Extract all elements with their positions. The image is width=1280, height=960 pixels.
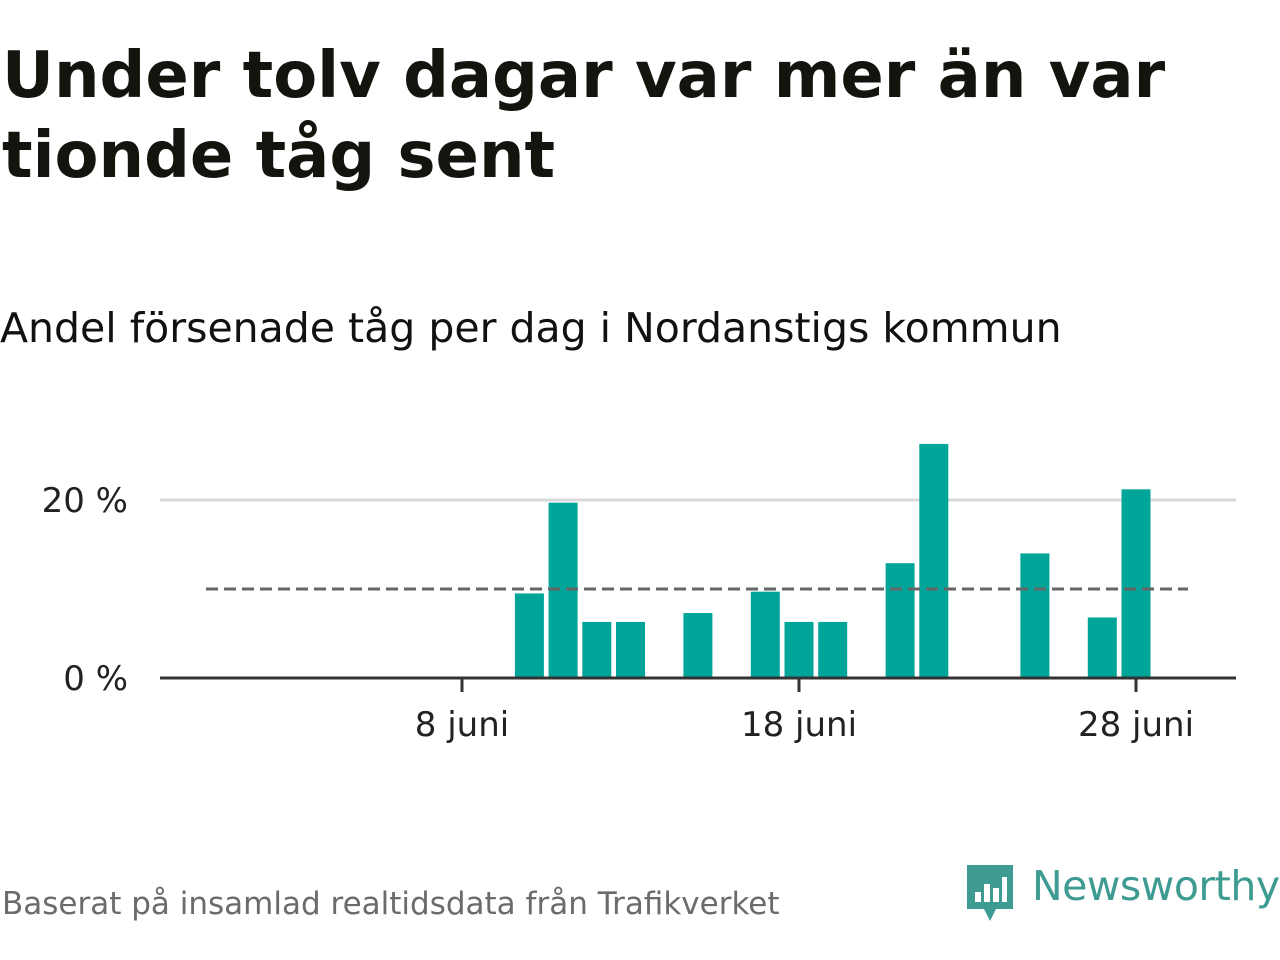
bar-juni-17 [750, 591, 780, 678]
y-tick-label: 0 % [63, 659, 128, 699]
bar-juni-10 [514, 593, 544, 678]
bar-juni-27 [1087, 617, 1117, 678]
source-note: Baserat på insamlad realtidsdata från Tr… [2, 886, 780, 922]
y-tick-label: 20 % [42, 481, 128, 521]
bar-juni-12 [582, 621, 612, 678]
x-tick-label: 18 juni [741, 705, 857, 745]
bar-juni-22 [919, 443, 949, 678]
chart-title: Under tolv dagar var mer än var tionde t… [2, 39, 1166, 193]
bar-chart: 0 % 20 % 8 juni 18 juni 28 juni [42, 443, 1236, 745]
brand: Newsworthy [964, 862, 1280, 926]
axes: 0 % 20 % 8 juni 18 juni 28 juni [42, 481, 1236, 745]
chart-subtitle: Andel försenade tåg per dag i Nordanstig… [0, 304, 1062, 352]
x-tick-label: 8 juni [415, 705, 509, 745]
bar-juni-15 [683, 613, 713, 678]
newsworthy-logo-icon [967, 865, 1013, 921]
brand-name: Newsworthy [1032, 862, 1280, 910]
bar-juni-18 [784, 621, 814, 678]
bar-juni-25 [1020, 553, 1050, 678]
bar-juni-19 [818, 621, 848, 678]
bars [514, 443, 1151, 678]
bar-juni-28 [1121, 489, 1151, 678]
x-tick-label: 28 juni [1078, 705, 1194, 745]
bar-juni-13 [616, 621, 645, 678]
bar-juni-21 [885, 563, 915, 678]
